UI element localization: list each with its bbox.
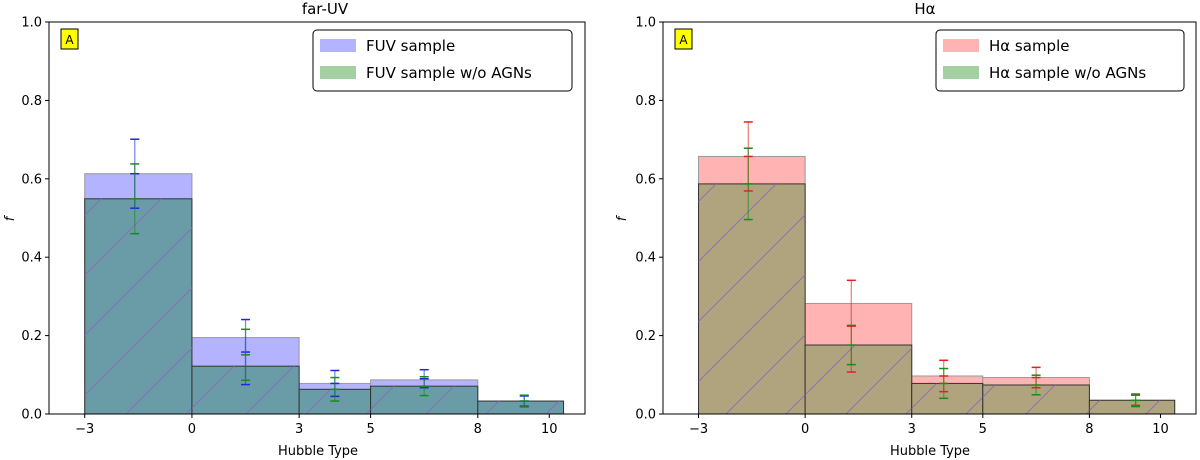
panel-badge: A — [674, 28, 693, 50]
y-tick-label: 0.8 — [635, 94, 656, 109]
panel-badge: A — [60, 28, 79, 50]
legend-label-fuv-sample-wo-agns: FUV sample w/o AGNs — [366, 64, 532, 82]
y-tick-label: 0.2 — [21, 329, 42, 344]
legend: FUV sample FUV sample w/o AGNs — [312, 29, 573, 92]
errorbar-series1-bin2 — [939, 367, 949, 400]
errorbar-series1-bin1 — [846, 324, 856, 366]
badge-box — [60, 28, 79, 50]
x-tick-label: 10 — [1152, 422, 1169, 437]
y-tick-label: 0.8 — [21, 94, 42, 109]
errorbar-series1-bin0 — [130, 163, 140, 235]
badge-box — [674, 28, 693, 50]
y-axis: 0.0 0.2 0.4 0.6 0.8 1.0 — [635, 16, 663, 423]
chart-title: Hα — [914, 0, 935, 18]
y-tick-label: 1.0 — [21, 16, 42, 31]
errorbar-series1-bin1 — [241, 328, 251, 382]
x-axis-label: Hubble Type — [890, 444, 970, 459]
legend-box — [312, 29, 573, 92]
legend-swatch-fuv-sample — [320, 39, 356, 52]
bar-hatch-bin0 — [698, 183, 806, 414]
x-tick-label: 0 — [801, 422, 809, 437]
legend-label-fuv-sample: FUV sample — [366, 37, 455, 55]
x-tick-label: −3 — [75, 422, 94, 437]
legend-swatch-fuv-sample-wo-agns — [320, 66, 356, 79]
legend-box — [935, 29, 1185, 92]
x-tick-label: 5 — [979, 422, 987, 437]
x-tick-label: 5 — [366, 422, 374, 437]
legend-swatch-ha-sample-wo-agns — [943, 66, 979, 79]
y-axis: 0.0 0.2 0.4 0.6 0.8 1.0 — [21, 16, 49, 423]
y-axis-label: f — [615, 214, 630, 221]
y-axis-label: f — [3, 214, 18, 221]
legend-label-ha-sample-wo-agns: Hα sample w/o AGNs — [989, 64, 1146, 82]
errorbar-series1-bin4 — [1131, 393, 1141, 408]
bar-hatch-bin0 — [84, 198, 192, 414]
errorbar-series1-bin3 — [1031, 374, 1041, 396]
plot-area — [84, 138, 565, 415]
axes-frame — [48, 21, 586, 415]
x-tick-label: −3 — [689, 422, 708, 437]
legend-swatch-ha-sample — [943, 39, 979, 52]
x-axis-label: Hubble Type — [278, 444, 358, 459]
errorbar-series1-bin2 — [330, 376, 340, 402]
y-tick-label: 0.2 — [635, 329, 656, 344]
badge-label: A — [679, 33, 688, 47]
errorbar-series1-bin0 — [743, 147, 753, 221]
x-axis: −3 0 3 5 8 10 — [75, 414, 558, 437]
legend: Hα sample Hα sample w/o AGNs — [935, 29, 1185, 92]
x-axis: −3 0 3 5 8 10 — [689, 414, 1169, 437]
chart-title: far-UV — [302, 0, 349, 18]
chart-panel-far-uv: far-UV Hubble Type f 0.00.20.40.60.81.0 … — [3, 0, 586, 459]
x-tick-label: 8 — [474, 422, 482, 437]
y-tick-label: 0.4 — [21, 251, 42, 266]
x-tick-label: 3 — [295, 422, 303, 437]
badge-label: A — [65, 33, 74, 47]
x-tick-label: 0 — [188, 422, 196, 437]
x-tick-label: 8 — [1085, 422, 1093, 437]
x-tick-label: 10 — [541, 422, 558, 437]
errorbar-series1-bin3 — [419, 376, 429, 397]
legend-label-ha-sample: Hα sample — [989, 37, 1069, 55]
y-tick-label: 0.0 — [21, 408, 42, 423]
y-tick-label: 0.0 — [635, 408, 656, 423]
y-tick-label: 1.0 — [635, 16, 656, 31]
chart-panel-h-alpha: Hα Hubble Type f 0.0 0.2 0.4 0.6 0.8 1.0 −3 0 3… — [615, 0, 1197, 459]
bar-hatch-bin1 — [805, 345, 912, 414]
y-tick-label: 0.4 — [635, 251, 656, 266]
x-tick-label: 3 — [908, 422, 916, 437]
y-tick-label: 0.6 — [635, 172, 656, 187]
y-tick-label: 0.6 — [21, 172, 42, 187]
axes-frame — [662, 21, 1197, 415]
plot-area — [698, 121, 1176, 415]
errorbar-series1-bin4 — [519, 394, 529, 408]
